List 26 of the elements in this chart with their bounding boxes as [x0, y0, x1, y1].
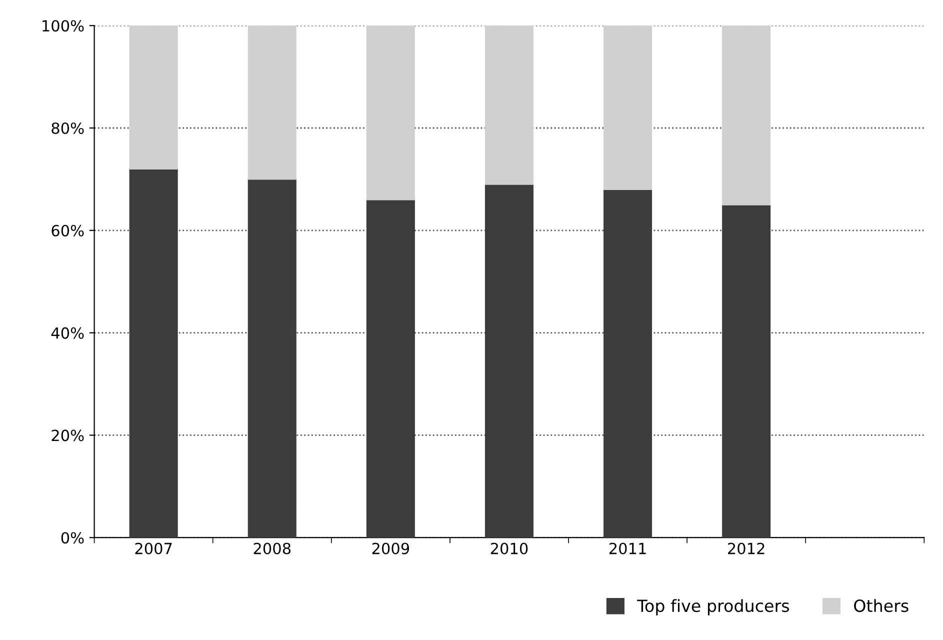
bar — [484, 184, 534, 538]
legend-label: Top five producers — [637, 599, 789, 616]
y-tick-label: 100% — [42, 20, 84, 32]
bar — [129, 26, 178, 170]
bar — [604, 26, 652, 190]
x-tick-label: 2012 — [728, 542, 764, 554]
x-tick-label: 2010 — [490, 542, 528, 554]
y-tick-label: 20% — [52, 430, 84, 442]
y-tick-label: 40% — [51, 327, 84, 339]
y-tick-label: 0% — [61, 532, 84, 544]
bar — [484, 26, 534, 185]
bar — [722, 26, 771, 206]
bar — [129, 168, 178, 538]
bar — [722, 204, 771, 538]
x-tick-label: 2011 — [609, 542, 646, 554]
bar — [366, 199, 415, 538]
x-tick-label: 2008 — [254, 542, 291, 554]
y-tick-label: 60% — [52, 224, 84, 236]
x-tick-label: 2009 — [372, 542, 410, 554]
bar — [366, 26, 415, 200]
legend-label: Others — [854, 599, 908, 612]
x-tick-label: 2007 — [135, 542, 172, 554]
bar — [248, 26, 296, 180]
y-tick-label: 80% — [52, 122, 84, 134]
bar — [604, 188, 652, 538]
bar — [248, 178, 296, 538]
